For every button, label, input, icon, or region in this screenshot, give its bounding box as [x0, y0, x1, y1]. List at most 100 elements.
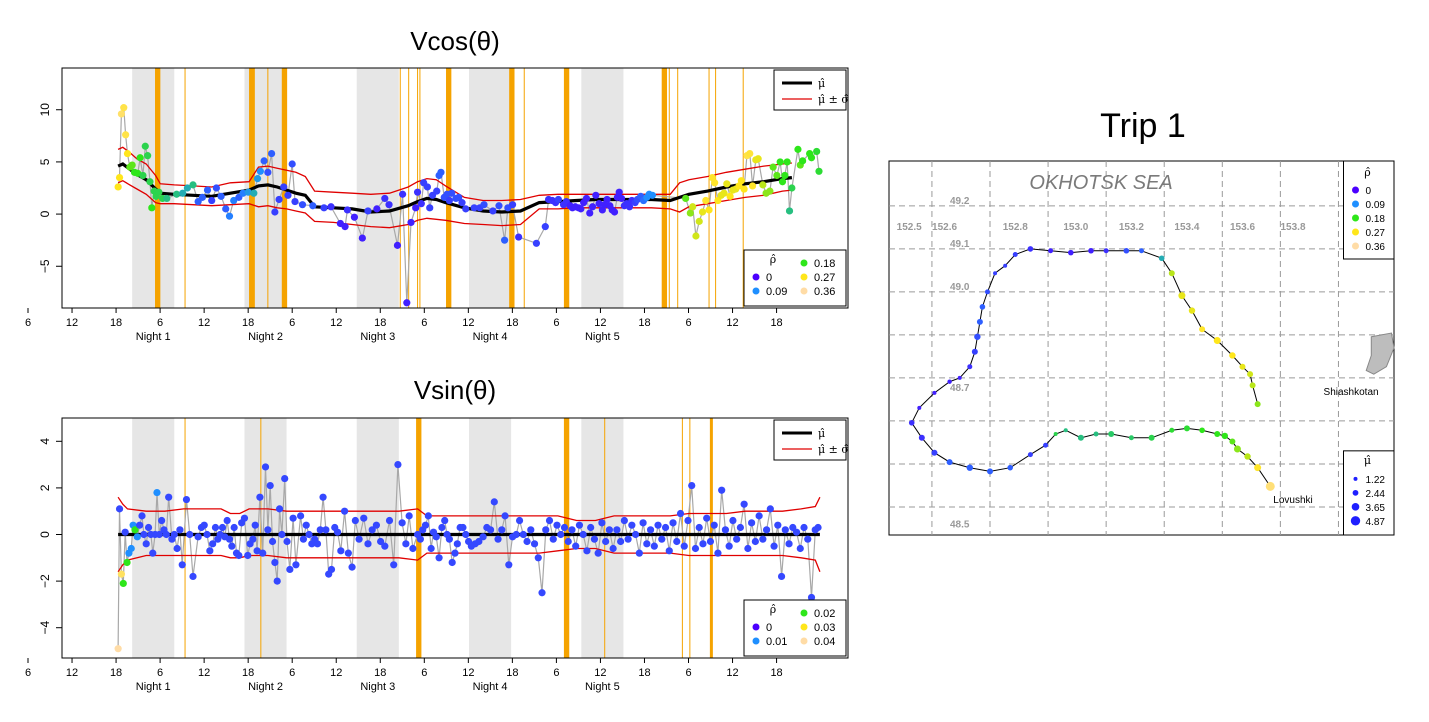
track-point	[984, 289, 990, 295]
data-point	[333, 528, 342, 536]
night-shade	[469, 68, 512, 308]
data-point	[261, 463, 270, 471]
data-point	[710, 521, 718, 529]
data-point	[351, 516, 359, 525]
data-point	[501, 512, 509, 520]
data-point	[424, 512, 432, 520]
lat-label: 49.2	[950, 196, 970, 207]
data-point	[785, 540, 793, 548]
data-point	[462, 205, 470, 213]
data-point	[319, 493, 327, 501]
data-point	[740, 185, 748, 193]
data-point	[206, 547, 214, 555]
data-point	[433, 187, 441, 195]
data-point	[635, 549, 643, 557]
data-point	[590, 535, 599, 543]
data-point	[350, 213, 359, 221]
data-point	[646, 526, 655, 534]
data-point	[673, 537, 681, 546]
data-point	[568, 526, 576, 534]
data-point	[725, 542, 733, 550]
track-point	[1199, 427, 1205, 434]
x-tick-label: 6	[157, 317, 163, 329]
data-point	[340, 507, 349, 515]
data-point	[545, 516, 554, 525]
data-point	[208, 196, 216, 205]
data-point	[592, 191, 600, 199]
night-label: Night 3	[360, 331, 395, 343]
rho-legend-title: ρ̂	[770, 253, 776, 266]
x-tick-label: 6	[25, 317, 31, 329]
x-tick-label: 12	[198, 667, 210, 679]
data-point	[402, 540, 410, 548]
data-point	[624, 535, 632, 543]
x-tick-label: 12	[594, 317, 606, 329]
rho-legend-swatch	[752, 287, 760, 295]
data-point	[733, 535, 741, 543]
map-mu-label: 4.87	[1366, 517, 1386, 528]
track-point	[1053, 432, 1058, 437]
data-point	[759, 181, 767, 189]
data-point	[268, 149, 276, 158]
legend-band-label: μ̂ ± σ̂	[818, 93, 849, 106]
data-point	[654, 521, 662, 529]
data-point	[203, 530, 211, 539]
data-point	[225, 535, 234, 543]
data-point	[783, 158, 791, 166]
rho-legend-label: 0.04	[814, 636, 835, 648]
rho-legend-label: 0.27	[814, 272, 835, 284]
data-point	[769, 163, 777, 171]
track-point	[1012, 252, 1018, 257]
data-point	[692, 232, 700, 240]
x-tick-label: 6	[685, 667, 691, 679]
night-label: Night 5	[585, 331, 620, 343]
data-point	[804, 535, 812, 543]
data-point	[182, 495, 191, 504]
track-point	[1265, 481, 1275, 491]
track-point	[1214, 431, 1221, 438]
data-point	[777, 572, 786, 581]
data-point	[225, 212, 234, 220]
data-point	[588, 203, 597, 211]
data-point	[165, 493, 173, 501]
x-tick-label: 6	[421, 317, 427, 329]
data-point	[489, 207, 497, 215]
data-point	[289, 514, 297, 522]
data-point	[275, 195, 283, 204]
data-point	[781, 526, 789, 534]
night-shade	[469, 418, 512, 658]
rho-legend-title: ρ̂	[770, 603, 776, 616]
data-point	[705, 206, 713, 214]
legend-mean-label: μ̂	[818, 427, 825, 440]
data-point	[249, 535, 257, 543]
lower-band	[117, 547, 821, 573]
data-point	[549, 535, 557, 543]
lon-label: 152.5	[897, 222, 922, 233]
data-point	[740, 500, 748, 508]
data-point	[702, 196, 710, 205]
data-point	[515, 233, 523, 241]
x-tick-label: 12	[198, 317, 210, 329]
data-point	[275, 505, 284, 513]
data-point	[427, 544, 435, 553]
data-point	[744, 544, 752, 553]
data-point	[292, 561, 300, 569]
plot-frame	[61, 417, 849, 659]
data-point	[260, 157, 268, 165]
track-point	[1249, 382, 1256, 389]
track-point	[908, 420, 915, 426]
data-point	[286, 565, 294, 574]
night-shade	[581, 68, 624, 308]
data-point	[494, 535, 502, 543]
data-point	[508, 201, 517, 209]
data-point	[316, 526, 324, 534]
data-point	[695, 217, 703, 225]
x-tick-label: 12	[330, 667, 342, 679]
data-point	[726, 192, 734, 200]
data-point	[155, 530, 163, 539]
rho-legend-swatch	[752, 637, 760, 645]
data-point	[121, 528, 129, 536]
track-point	[1103, 248, 1109, 254]
data-point	[448, 558, 456, 567]
data-point	[131, 526, 139, 534]
